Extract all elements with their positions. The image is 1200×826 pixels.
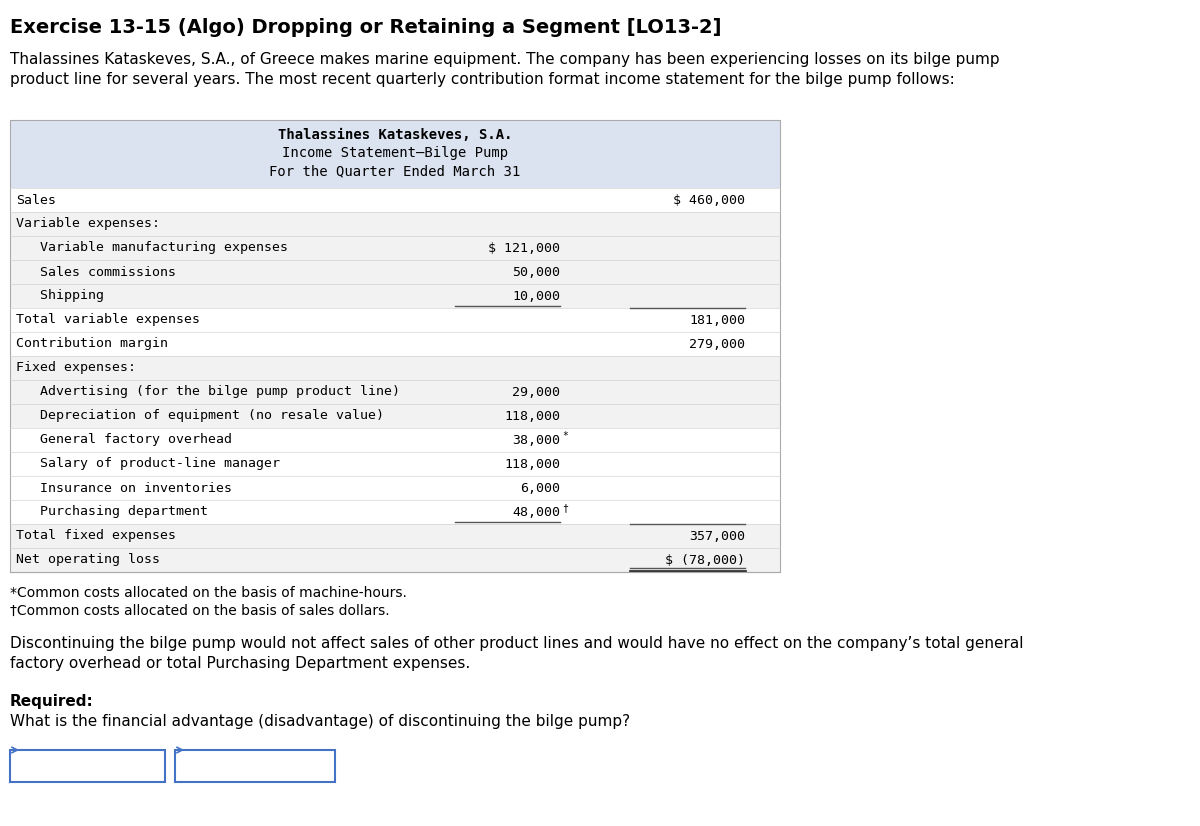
Text: 50,000: 50,000 (512, 265, 560, 278)
Text: 6,000: 6,000 (520, 482, 560, 495)
Bar (10, 356, 780, 380)
Text: What is the financial advantage (disadvantage) of discontinuing the bilge pump?: What is the financial advantage (disadva… (10, 714, 630, 729)
Text: 279,000: 279,000 (689, 338, 745, 350)
Bar (10, 260, 780, 284)
Text: Thalassines Kataskeves, S.A.: Thalassines Kataskeves, S.A. (277, 128, 512, 142)
Text: Shipping: Shipping (16, 289, 104, 302)
Text: $ 460,000: $ 460,000 (673, 193, 745, 206)
Bar (10, 428, 780, 452)
Text: Income Statement—Bilge Pump: Income Statement—Bilge Pump (282, 146, 508, 160)
Bar (10, 212, 780, 236)
Text: product line for several years. The most recent quarterly contribution format in: product line for several years. The most… (10, 72, 955, 87)
Text: Thalassines Kataskeves, S.A., of Greece makes marine equipment. The company has : Thalassines Kataskeves, S.A., of Greece … (10, 52, 1000, 67)
Text: $ 121,000: $ 121,000 (488, 241, 560, 254)
Bar (10, 308, 780, 332)
Text: Variable manufacturing expenses: Variable manufacturing expenses (16, 241, 288, 254)
Text: Contribution margin: Contribution margin (16, 338, 168, 350)
Text: Exercise 13-15 (Algo) Dropping or Retaining a Segment [LO13-2]: Exercise 13-15 (Algo) Dropping or Retain… (10, 18, 721, 37)
Bar (10, 236, 780, 260)
Bar (10, 332, 780, 356)
Bar (10, 750, 166, 782)
Text: 118,000: 118,000 (504, 410, 560, 423)
Text: factory overhead or total Purchasing Department expenses.: factory overhead or total Purchasing Dep… (10, 656, 470, 671)
Text: Sales commissions: Sales commissions (16, 265, 176, 278)
Text: *Common costs allocated on the basis of machine-hours.: *Common costs allocated on the basis of … (10, 586, 407, 600)
Text: Variable expenses:: Variable expenses: (16, 217, 160, 230)
Text: Purchasing department: Purchasing department (16, 506, 208, 519)
Text: Discontinuing the bilge pump would not affect sales of other product lines and w: Discontinuing the bilge pump would not a… (10, 636, 1024, 651)
Text: 10,000: 10,000 (512, 289, 560, 302)
Bar (175, 750, 335, 782)
Bar (10, 548, 780, 572)
Text: For the Quarter Ended March 31: For the Quarter Ended March 31 (269, 164, 521, 178)
Bar (10, 500, 780, 524)
Text: Sales: Sales (16, 193, 56, 206)
Text: Fixed expenses:: Fixed expenses: (16, 362, 136, 374)
Text: Total fixed expenses: Total fixed expenses (16, 529, 176, 543)
Text: Required:: Required: (10, 694, 94, 709)
Bar (10, 188, 780, 212)
Text: Total variable expenses: Total variable expenses (16, 314, 200, 326)
Text: 118,000: 118,000 (504, 458, 560, 471)
Text: †: † (562, 503, 568, 513)
Text: Depreciation of equipment (no resale value): Depreciation of equipment (no resale val… (16, 410, 384, 423)
Text: *: * (562, 431, 568, 441)
Bar (10, 284, 780, 308)
Bar (10, 380, 780, 404)
Text: 48,000: 48,000 (512, 506, 560, 519)
Bar (10, 120, 780, 572)
Bar (10, 120, 780, 188)
Bar (10, 452, 780, 476)
Bar (10, 404, 780, 428)
Text: Insurance on inventories: Insurance on inventories (16, 482, 232, 495)
Text: Advertising (for the bilge pump product line): Advertising (for the bilge pump product … (16, 386, 400, 398)
Text: Salary of product-line manager: Salary of product-line manager (16, 458, 280, 471)
Bar (10, 476, 780, 500)
Text: 29,000: 29,000 (512, 386, 560, 398)
Text: †Common costs allocated on the basis of sales dollars.: †Common costs allocated on the basis of … (10, 604, 390, 618)
Text: $ (78,000): $ (78,000) (665, 553, 745, 567)
Text: 357,000: 357,000 (689, 529, 745, 543)
Bar (10, 524, 780, 548)
Text: 181,000: 181,000 (689, 314, 745, 326)
Text: 38,000: 38,000 (512, 434, 560, 447)
Text: Net operating loss: Net operating loss (16, 553, 160, 567)
Text: General factory overhead: General factory overhead (16, 434, 232, 447)
